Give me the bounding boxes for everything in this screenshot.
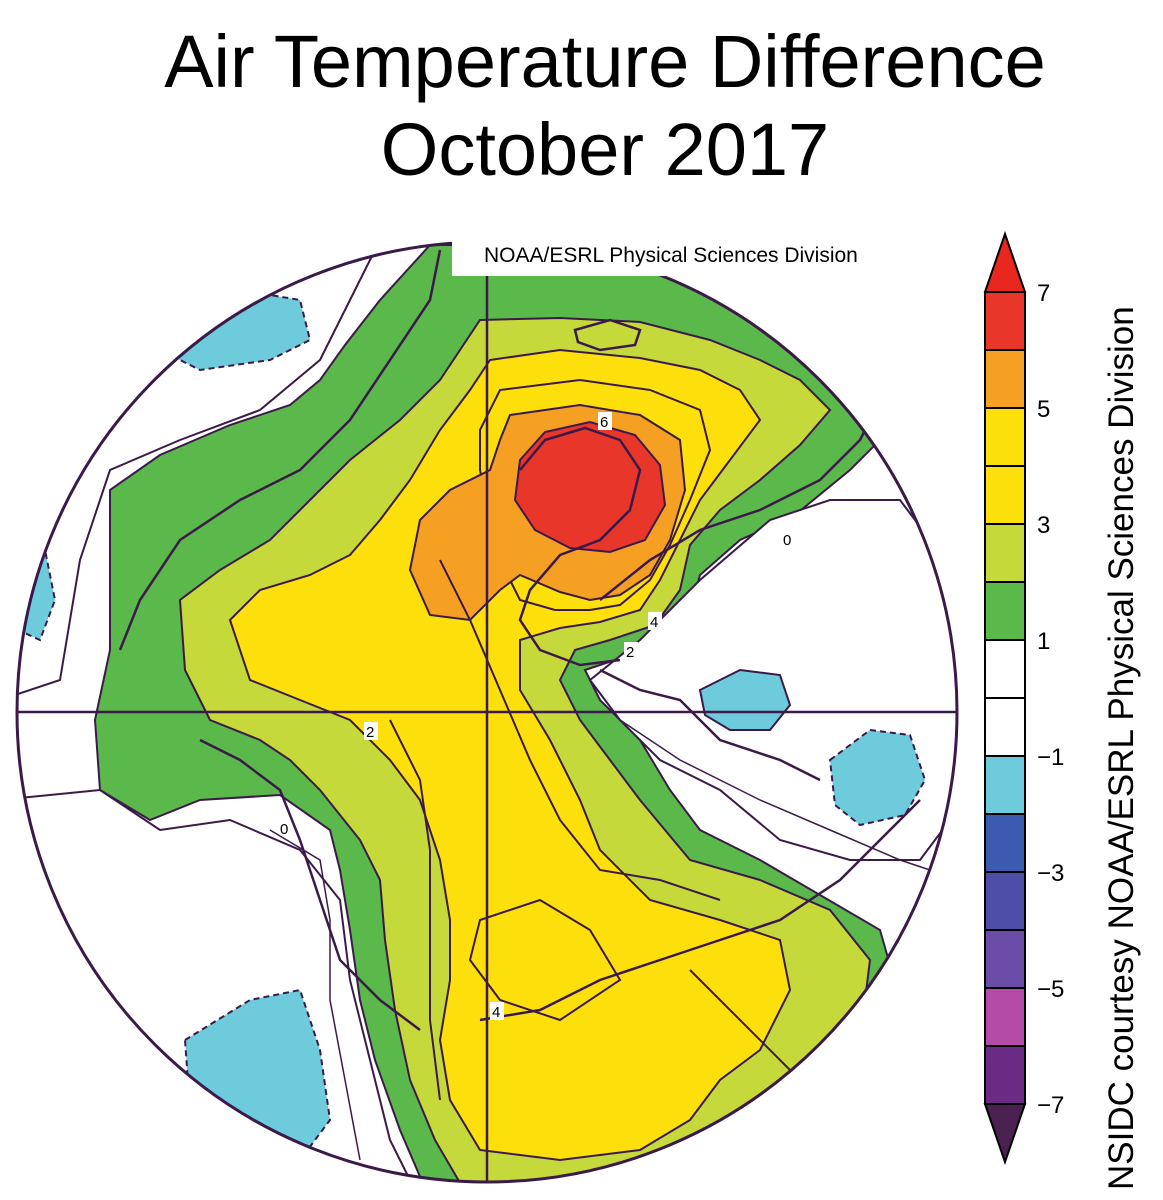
colorbar-bottom-arrow <box>983 1103 1027 1166</box>
contour-label: 4 <box>492 1004 500 1021</box>
colorbar-tick-label: −7 <box>1037 1092 1064 1119</box>
colorbar-band <box>984 291 1026 351</box>
contour-label: 2 <box>366 724 374 741</box>
contour-line <box>269 829 361 1161</box>
colorbar-band <box>984 349 1026 409</box>
colorbar-tick-label: −5 <box>1037 976 1064 1003</box>
colorbar-tick-label: 3 <box>1037 512 1050 539</box>
contour-label: 2 <box>626 644 634 661</box>
anomaly-region-cool-scandinavia <box>698 668 792 731</box>
colorbar-band <box>984 523 1026 583</box>
colorbar-band <box>984 407 1026 467</box>
contour-label: 0 <box>280 821 288 838</box>
colorbar-band <box>984 639 1026 699</box>
anomaly-region-6-7 <box>513 420 667 554</box>
source-label-box <box>452 240 952 276</box>
coastline-canada <box>118 249 442 651</box>
colorbar: 7 5 3 1 −1 −3 −5 −7 <box>983 230 1064 1166</box>
anomaly-region-cool-siberia <box>828 728 927 827</box>
contour-label: 6 <box>600 414 608 431</box>
colorbar-top-arrow <box>983 230 1027 293</box>
contour-line <box>439 559 721 901</box>
title-line-2: October 2017 <box>380 108 830 191</box>
anomaly-contour-4-south <box>468 898 622 1022</box>
coastline-scandinavia <box>599 668 821 782</box>
colorbar-tick-label: 7 <box>1037 280 1050 307</box>
coastline-siberia <box>479 799 921 1022</box>
colorbar-tick-label: −1 <box>1037 744 1064 771</box>
colorbar-tick-label: −3 <box>1037 860 1064 887</box>
contour-labels: 6 4 2 2 4 0 0 <box>280 412 791 1021</box>
chart-title: Air Temperature Difference October 2017 <box>0 18 1163 194</box>
colorbar-band <box>984 929 1026 989</box>
coastlines <box>118 249 921 1031</box>
colorbar-band <box>984 465 1026 525</box>
colorbar-band <box>984 581 1026 641</box>
temperature-anomaly-field <box>17 242 957 1182</box>
coastline-iceland <box>573 318 642 352</box>
contour-line <box>619 719 957 881</box>
colorbar-band <box>984 1045 1026 1105</box>
credit-text: NSIDC courtesy NOAA/ESRL Physical Scienc… <box>1102 306 1141 1190</box>
coastline-alaska <box>199 738 421 1031</box>
colorbar-band <box>984 871 1026 931</box>
coastline-greenland <box>518 426 642 667</box>
contour-label: 0 <box>783 532 791 549</box>
contour-label: 4 <box>650 614 658 631</box>
colorbar-tick-label: 5 <box>1037 396 1050 423</box>
coastline-europe <box>599 399 882 601</box>
colorbar-band <box>984 813 1026 873</box>
colorbar-band <box>984 697 1026 757</box>
colorbar-band <box>984 987 1026 1047</box>
colorbar-tick-label: 1 <box>1037 628 1050 655</box>
title-line-1: Air Temperature Difference <box>164 20 1046 103</box>
colorbar-band <box>984 755 1026 815</box>
contour-line <box>389 719 441 1101</box>
source-label: NOAA/ESRL Physical Sciences Division <box>484 244 858 267</box>
